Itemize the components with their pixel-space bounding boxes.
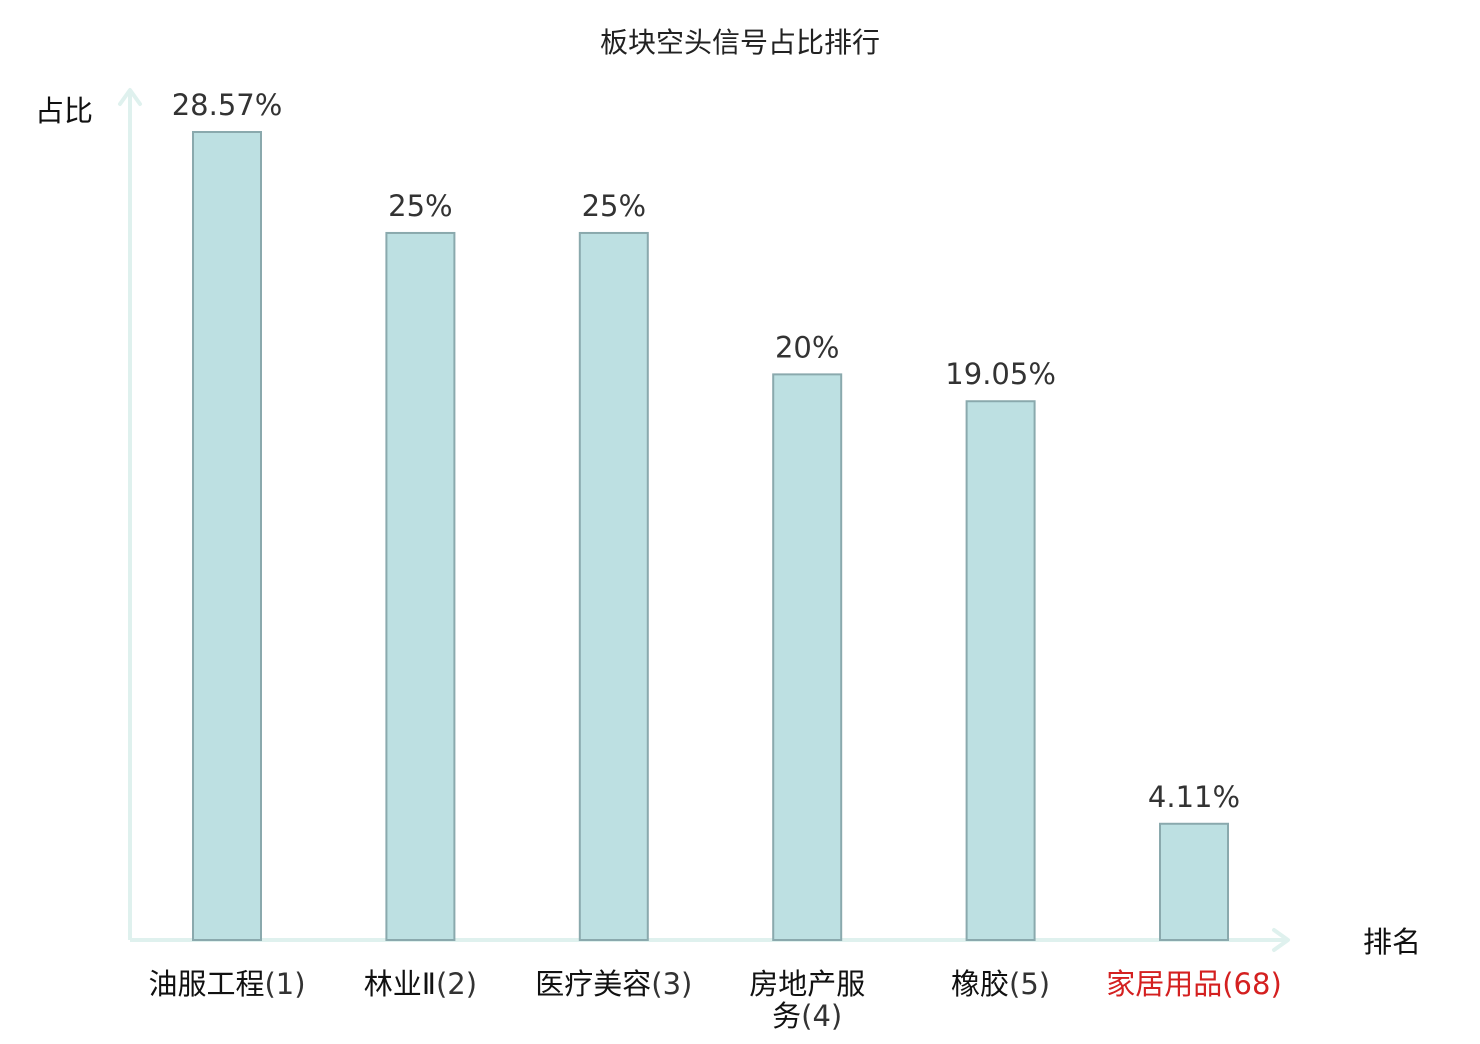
tick-name: 医疗美容: [535, 967, 651, 1001]
tick-rank: (5): [1009, 967, 1050, 1001]
bars: [192, 131, 1229, 941]
x-tick-label-6: 家居用品(68): [1106, 967, 1282, 1001]
bar-3[interactable]: [578, 231, 649, 941]
bar-5[interactable]: [965, 400, 1036, 941]
bar-2[interactable]: [385, 231, 456, 941]
tick-name: 林业Ⅱ: [364, 967, 436, 1001]
x-tick-label-3: 医疗美容(3): [535, 967, 692, 1001]
bar-value-labels: 28.57% 25% 25% 20% 19.05% 4.11%: [172, 88, 1240, 814]
bar-4[interactable]: [772, 373, 843, 941]
tick-name-line-2: 务: [772, 999, 801, 1033]
x-tick-labels: 油服工程(1) 林业Ⅱ(2) 医疗美容(3) 房地产服务(4) 橡胶(5) 家居用品(68…: [148, 967, 1281, 1033]
chart-title: 板块空头信号占比排行: [600, 26, 880, 59]
bar-value-label-4: 20%: [775, 330, 839, 364]
tick-name: 橡胶: [951, 967, 1009, 1001]
x-axis-label: 排名: [1363, 925, 1421, 959]
tick-rank: (68): [1222, 967, 1282, 1001]
x-tick-label-5: 橡胶(5): [951, 967, 1050, 1001]
bar-6[interactable]: [1159, 822, 1229, 941]
bar-value-label-1: 28.57%: [172, 88, 283, 122]
y-axis-arrow-icon: [118, 88, 142, 106]
x-tick-label-1: 油服工程(1): [148, 967, 305, 1001]
bar-value-label-2: 25%: [388, 189, 452, 223]
bar-value-label-5: 19.05%: [945, 357, 1056, 391]
axes: [118, 88, 1290, 952]
x-axis-arrow-icon: [1272, 928, 1290, 952]
x-tick-label-2: 林业Ⅱ(2): [364, 967, 477, 1001]
tick-name-line-1: 房地产服: [749, 967, 865, 1001]
y-axis-label: 占比: [35, 94, 93, 128]
tick-rank: (2): [436, 967, 477, 1001]
tick-rank: (4): [801, 999, 842, 1033]
bar-value-label-3: 25%: [582, 189, 646, 223]
tick-name: 家居用品: [1106, 967, 1222, 1001]
x-tick-label-4: 房地产服务(4): [749, 967, 865, 1033]
bar-value-label-6: 4.11%: [1148, 780, 1240, 814]
bar-1[interactable]: [192, 131, 262, 941]
tick-rank: (1): [264, 967, 305, 1001]
tick-name: 油服工程: [148, 967, 264, 1001]
tick-rank: (3): [651, 967, 692, 1001]
